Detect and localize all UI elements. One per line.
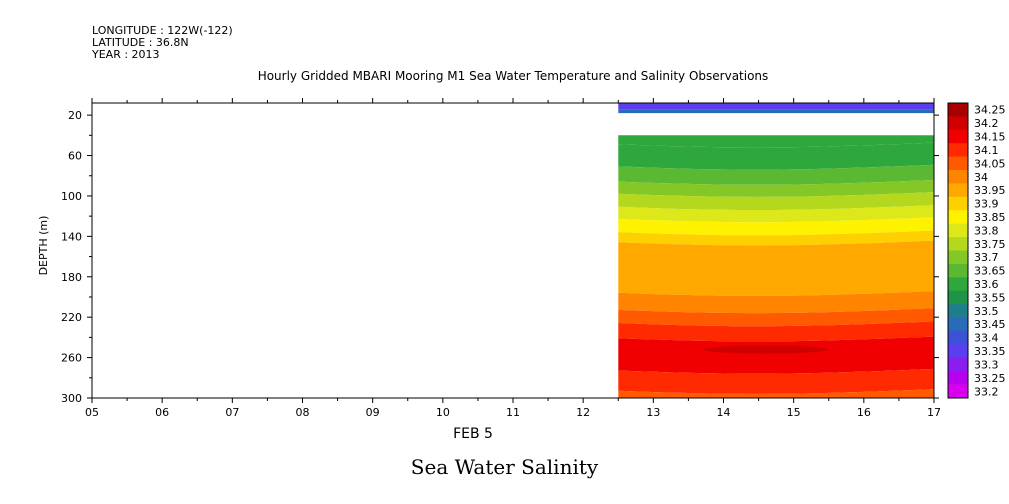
colorbar-legend: 34.2534.234.1534.134.053433.9533.933.853… (947, 102, 1006, 399)
colorbar-swatch (948, 330, 968, 345)
colorbar-label: 33.6 (974, 278, 999, 291)
colorbar-swatch (948, 237, 968, 251)
latitude-label: LATITUDE : 36.8N (92, 36, 189, 49)
colorbar-label: 34.1 (974, 144, 999, 157)
y-tick-label: 20 (68, 109, 82, 122)
colorbar-swatch (948, 116, 968, 131)
colorbar-label: 33.7 (974, 251, 999, 264)
x-tick-label: 14 (717, 406, 731, 419)
colorbar-swatch (948, 196, 968, 211)
x-tick-label: 16 (857, 406, 871, 419)
colorbar-swatch (948, 183, 968, 198)
contour-band (618, 308, 934, 327)
contour-band (618, 336, 934, 374)
x-tick-label: 06 (155, 406, 169, 419)
colorbar-label: 34 (974, 171, 988, 184)
x-tick-label: 11 (506, 406, 520, 419)
colorbar-label: 34.15 (974, 131, 1006, 144)
y-tick-label: 220 (61, 311, 82, 324)
y-tick-label: 180 (61, 271, 82, 284)
colorbar-swatch (948, 103, 968, 117)
footer-title: Sea Water Salinity (410, 455, 599, 479)
y-tick-label: 300 (61, 392, 82, 405)
contour-band (618, 103, 934, 110)
colorbar-swatch (948, 384, 968, 399)
colorbar-label: 34.25 (974, 104, 1006, 117)
contour-band (618, 240, 934, 296)
colorbar-label: 33.75 (974, 238, 1006, 251)
x-tick-label: 17 (927, 406, 941, 419)
contour-band (618, 389, 934, 398)
chart-title: Hourly Gridded MBARI Mooring M1 Sea Wate… (257, 69, 769, 83)
colorbar-label: 33.4 (974, 332, 999, 345)
x-tick-label: 10 (436, 406, 450, 419)
y-tick-label: 60 (68, 150, 82, 163)
colorbar-label: 33.9 (974, 198, 999, 211)
y-tick-label: 260 (61, 352, 82, 365)
colorbar-label: 33.3 (974, 359, 999, 372)
contour-band (618, 368, 934, 394)
colorbar-label: 33.2 (974, 385, 999, 398)
x-axis-label: FEB 5 (453, 426, 493, 442)
colorbar-swatch (948, 250, 968, 265)
x-tick-label: 09 (366, 406, 380, 419)
x-tick-label: 12 (576, 406, 590, 419)
contour-band (618, 180, 934, 197)
contour-band (618, 217, 934, 236)
colorbar-swatch (948, 129, 968, 144)
colorbar-label: 34.2 (974, 117, 999, 130)
x-tick-label: 13 (646, 406, 660, 419)
colorbar-swatch (948, 156, 968, 171)
colorbar-label: 33.25 (974, 372, 1006, 385)
colorbar-swatch (948, 170, 968, 184)
contour-band (618, 291, 934, 314)
colorbar-label: 33.35 (974, 345, 1006, 358)
contour-band (618, 142, 934, 170)
colorbar-swatch (948, 210, 968, 224)
colorbar-swatch (948, 223, 968, 238)
x-tick-label: 07 (225, 406, 239, 419)
colorbar-label: 33.65 (974, 265, 1006, 278)
contour-band (618, 192, 934, 210)
y-axis-label: DEPTH (m) (37, 216, 50, 276)
contour-band (618, 205, 934, 223)
colorbar-swatch (948, 357, 968, 372)
y-tick-label: 140 (61, 230, 82, 243)
colorbar-swatch (948, 304, 968, 318)
x-tick-label: 05 (85, 406, 99, 419)
plot-area (618, 103, 934, 398)
colorbar-swatch (948, 143, 968, 157)
colorbar-label: 33.5 (974, 305, 999, 318)
contour-band (618, 135, 934, 148)
colorbar-frame (947, 102, 969, 399)
colorbar-swatch (948, 344, 968, 359)
y-tick-label: 100 (61, 190, 82, 203)
colorbar-label: 33.55 (974, 291, 1006, 304)
colorbar-label: 33.95 (974, 184, 1006, 197)
colorbar-label: 33.45 (974, 318, 1006, 331)
colorbar-swatch (948, 317, 968, 332)
colorbar-label: 33.85 (974, 211, 1006, 224)
colorbar-swatch (948, 277, 968, 292)
x-tick-label: 08 (296, 406, 310, 419)
longitude-label: LONGITUDE : 122W(-122) (92, 24, 233, 37)
contour-band (618, 109, 934, 114)
colorbar-swatch (948, 290, 968, 305)
axes: 05 06 07 08 09 10 11 12 13 14 15 16 17 20 60 100 140 180 2… (37, 98, 941, 442)
contour-band (618, 164, 934, 185)
colorbar-swatch (948, 263, 968, 278)
salinity-core-max (702, 345, 829, 354)
colorbar-label: 34.05 (974, 157, 1006, 170)
contour-band (618, 230, 934, 246)
year-label: YEAR : 2013 (92, 48, 160, 61)
colorbar-label: 33.8 (974, 224, 999, 237)
x-tick-label: 15 (787, 406, 801, 419)
colorbar-swatch (948, 371, 968, 385)
contour-band (618, 321, 934, 342)
